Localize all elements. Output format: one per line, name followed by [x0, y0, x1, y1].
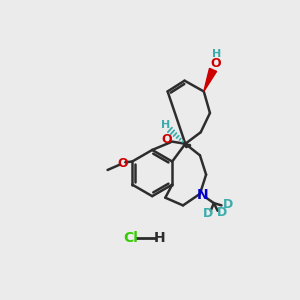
Text: O: O: [161, 134, 172, 146]
Text: H: H: [154, 231, 166, 245]
Text: N: N: [196, 188, 208, 203]
Text: Cl: Cl: [123, 231, 138, 245]
Text: H: H: [212, 50, 221, 59]
Text: D: D: [216, 206, 226, 219]
Text: H: H: [161, 120, 170, 130]
Text: D: D: [202, 207, 213, 220]
Text: O: O: [118, 157, 128, 170]
Text: D: D: [223, 198, 233, 211]
Polygon shape: [204, 68, 217, 92]
Text: O: O: [210, 57, 221, 70]
